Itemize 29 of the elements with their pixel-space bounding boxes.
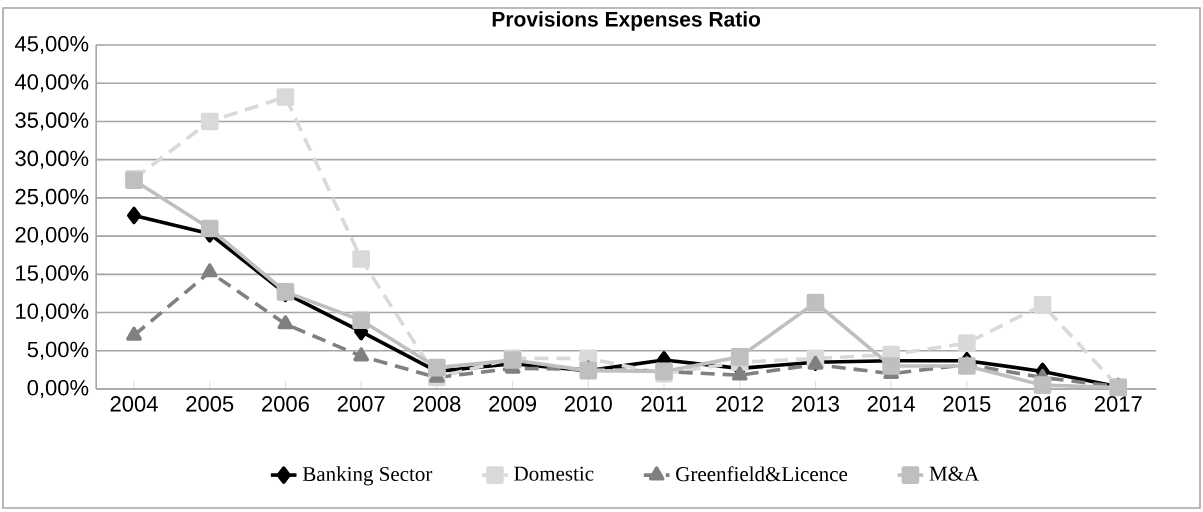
x-tick-label: 2013 (792, 396, 839, 412)
x-tick-label: 2017 (1094, 396, 1142, 412)
x-tick-label: 2007 (337, 396, 385, 412)
x-tick-label: 2012 (716, 396, 764, 412)
x-tick-label: 2016 (1019, 396, 1067, 412)
y-tick-label: 5,00% (27, 341, 89, 360)
x-tick-label: 2009 (489, 396, 536, 412)
legend-label: M&A (929, 466, 980, 481)
x-tick-label: 2014 (867, 396, 915, 412)
chart-title: Provisions Expenses Ratio (492, 11, 761, 31)
x-tick-label: 2015 (943, 396, 991, 412)
y-tick-label: 20,00% (15, 227, 89, 246)
y-tick-label: 15,00% (16, 265, 89, 284)
y-tick-label: 25,00% (15, 188, 89, 207)
y-tick-label: 30,00% (15, 150, 89, 169)
y-tick-label: 35,00% (15, 112, 89, 131)
legend-label: Banking Sector (302, 466, 433, 486)
x-tick-label: 2010 (564, 396, 612, 412)
x-tick-label: 2008 (413, 396, 461, 412)
legend-label: Greenfield&Licence (676, 466, 848, 482)
y-tick-label: 40,00% (14, 74, 89, 93)
y-tick-label: 45,00% (14, 35, 89, 55)
x-tick-label: 2004 (110, 396, 158, 412)
x-tick-label: 2011 (641, 396, 687, 412)
y-tick-label: 10,00% (16, 303, 89, 322)
x-tick-label: 2006 (262, 396, 309, 412)
y-tick-label: 0,00% (27, 379, 89, 399)
legend-label: Domestic (514, 466, 594, 481)
x-tick-label: 2005 (186, 396, 234, 412)
